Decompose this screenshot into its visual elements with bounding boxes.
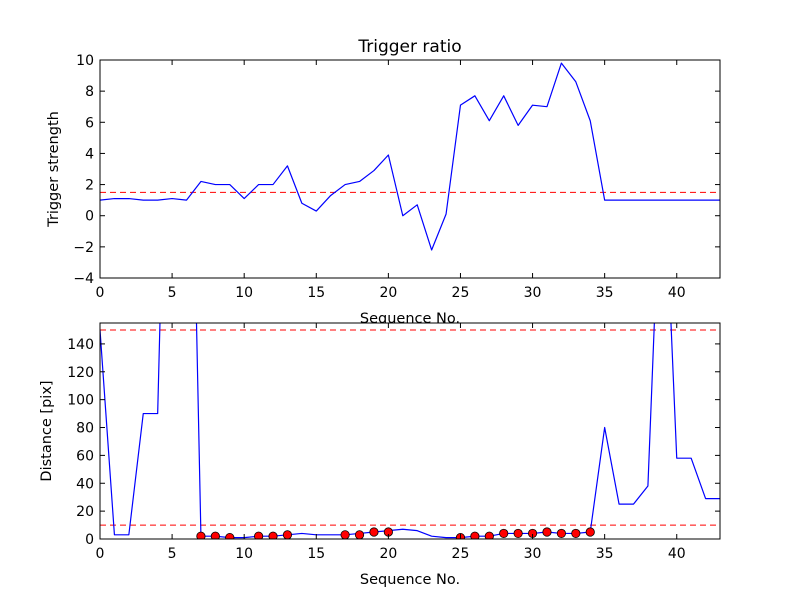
top-ticks: 0 5 10 15 20 25 30 35 40 −4 −2 0 2 4 6 8 10 [73, 53, 720, 301]
top-y-tick-label-6: 6 [85, 115, 94, 131]
bottom-x-tick-label-25: 25 [452, 546, 470, 562]
bottom-y-axis-label: Distance [pix] [39, 380, 55, 481]
bottom-x-tick-label-40: 40 [668, 546, 686, 562]
bottom-y-tick-label-0: 0 [85, 532, 94, 548]
bottom-y-tick-label-120: 120 [67, 365, 94, 381]
top-plot-area [100, 60, 720, 278]
bottom-chart-panel: 0 5 10 15 20 25 30 35 40 0 20 40 60 80 100 120 140 Seque… [39, 322, 721, 588]
top-chart-panel: 0 5 10 15 20 25 30 35 40 −4 −2 0 2 4 6 8 10 Trigger rati… [46, 37, 721, 327]
bottom-x-tick-label-20: 20 [379, 546, 397, 562]
bottom-data-point-2 [225, 533, 235, 539]
bottom-reference-lines [100, 329, 720, 526]
bottom-data-point-13 [499, 528, 509, 539]
bottom-x-tick-label-5: 5 [168, 546, 177, 562]
bottom-x-tick-label-10: 10 [235, 546, 253, 562]
top-x-tick-label-0: 0 [96, 285, 105, 301]
bottom-x-tick-label-0: 0 [96, 546, 105, 562]
top-x-tick-label-25: 25 [452, 285, 470, 301]
bottom-data-point-5 [282, 530, 293, 539]
top-y-tick-label-8: 8 [85, 84, 94, 100]
top-plot-frame [99, 59, 721, 279]
bottom-y-tick-label-80: 80 [76, 421, 94, 437]
top-y-tick-label--4: −4 [73, 271, 94, 287]
bottom-x-tick-label-15: 15 [307, 546, 325, 562]
top-series [100, 62, 720, 251]
bottom-data-point-4 [268, 531, 278, 539]
bottom-y-tick-label-140: 140 [67, 337, 94, 353]
bottom-data-point-11 [470, 531, 480, 539]
top-x-tick-label-30: 30 [524, 285, 542, 301]
top-y-axis-label: Trigger strength [46, 111, 62, 228]
bottom-y-tick-label-40: 40 [76, 476, 94, 492]
top-x-tick-label-40: 40 [668, 285, 686, 301]
top-series-line-0 [100, 62, 720, 251]
top-y-tick-label-10: 10 [76, 53, 94, 69]
bottom-plot-frame [99, 322, 721, 540]
top-x-tick-label-5: 5 [168, 285, 177, 301]
bottom-y-tick-label-20: 20 [76, 504, 94, 520]
top-x-tick-label-10: 10 [235, 285, 253, 301]
bottom-y-tick-label-60: 60 [76, 448, 94, 464]
bottom-data-point-12 [484, 531, 494, 539]
top-y-tick-label--2: −2 [73, 240, 94, 256]
bottom-data-point-19 [585, 527, 595, 537]
bottom-data-point-6 [340, 530, 350, 539]
bottom-x-tick-label-30: 30 [524, 546, 542, 562]
bottom-data-point-0 [196, 531, 206, 539]
bottom-y-tick-label-100: 100 [67, 393, 94, 409]
top-x-tick-label-15: 15 [307, 285, 325, 301]
bottom-ticks: 0 5 10 15 20 25 30 35 40 0 20 40 60 80 100 120 140 [67, 323, 720, 562]
bottom-x-axis-label: Sequence No. [360, 572, 460, 588]
top-chart-title: Trigger ratio [357, 37, 461, 57]
bottom-data-point-8 [369, 527, 379, 537]
bottom-plot-area [100, 323, 720, 539]
top-y-tick-label-2: 2 [85, 178, 94, 194]
bottom-data-point-7 [354, 530, 365, 539]
bottom-data-point-1 [210, 531, 220, 539]
bottom-data-point-18 [571, 528, 581, 539]
top-y-tick-label-4: 4 [85, 146, 94, 162]
top-y-tick-label-0: 0 [85, 209, 94, 225]
top-x-tick-label-20: 20 [379, 285, 397, 301]
bottom-data-point-17 [556, 528, 566, 539]
bottom-data-point-16 [542, 527, 552, 537]
bottom-data-point-14 [513, 528, 523, 539]
bottom-x-tick-label-35: 35 [596, 546, 614, 562]
top-x-tick-label-35: 35 [596, 285, 614, 301]
bottom-data-point-3 [254, 531, 264, 539]
bottom-markers [196, 527, 595, 539]
